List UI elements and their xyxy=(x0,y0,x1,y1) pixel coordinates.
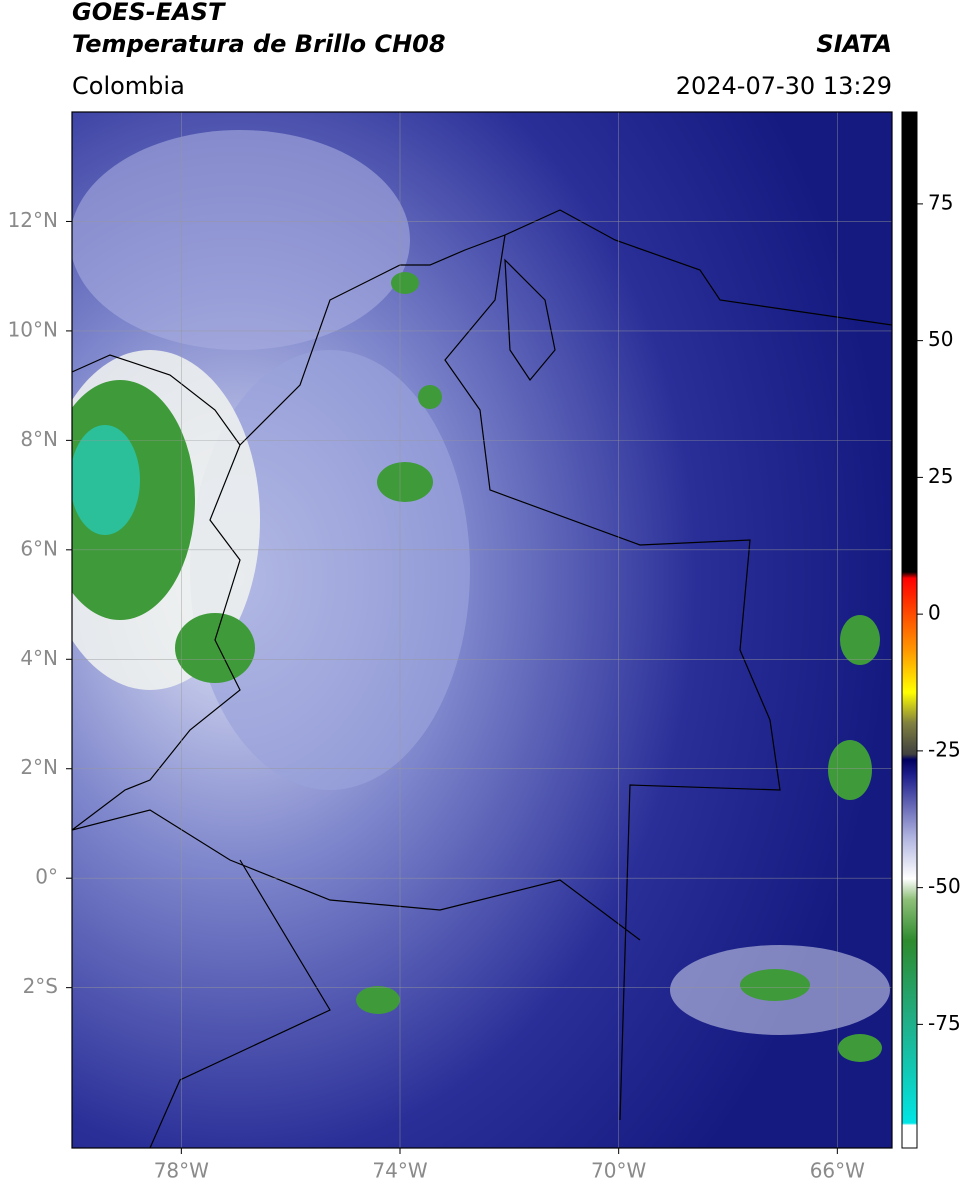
map-frame xyxy=(71,111,893,1149)
subtitle: Temperatura de Brillo CH08 xyxy=(72,30,446,58)
cold-top xyxy=(828,740,872,800)
colorbar-label: 25 xyxy=(928,464,953,488)
colorbar-label: 50 xyxy=(928,327,953,351)
cold-top xyxy=(356,986,400,1014)
x-tick-label: 70°W xyxy=(591,1159,646,1183)
cold-top xyxy=(418,385,442,409)
cold-top xyxy=(72,425,140,535)
satellite-image xyxy=(72,112,892,1148)
title: GOES-EAST xyxy=(72,0,226,26)
datetime: 2024-07-30 13:29 xyxy=(676,72,892,100)
colorbar xyxy=(901,111,918,1149)
y-tick-label: 4°N xyxy=(20,646,58,670)
cold-top xyxy=(391,272,419,294)
region: Colombia xyxy=(72,72,185,100)
cold-top xyxy=(377,462,433,502)
colorbar-label: 75 xyxy=(928,190,953,214)
x-tick-label: 74°W xyxy=(372,1159,427,1183)
x-tick-label: 66°W xyxy=(810,1159,865,1183)
colorbar-label: -50 xyxy=(928,874,961,898)
cold-top xyxy=(740,969,810,1001)
y-tick-label: 2°S xyxy=(23,974,58,998)
colorbar-label: -25 xyxy=(928,737,961,761)
colorbar-label: 0 xyxy=(928,601,941,625)
cold-top xyxy=(838,1034,882,1062)
y-tick-label: 0° xyxy=(35,865,58,889)
cloud xyxy=(72,130,410,350)
x-tick-label: 78°W xyxy=(154,1159,209,1183)
gridlines xyxy=(72,112,892,1148)
y-tick-label: 12°N xyxy=(8,208,58,232)
colorbar-label: -75 xyxy=(928,1011,961,1035)
y-tick-label: 8°N xyxy=(20,427,58,451)
borders xyxy=(72,209,892,1148)
cold-top xyxy=(175,613,255,683)
y-tick-label: 6°N xyxy=(20,536,58,560)
y-tick-label: 10°N xyxy=(8,317,58,341)
source: SIATA xyxy=(816,30,892,58)
y-tick-label: 2°N xyxy=(20,755,58,779)
cold-top xyxy=(840,615,880,665)
